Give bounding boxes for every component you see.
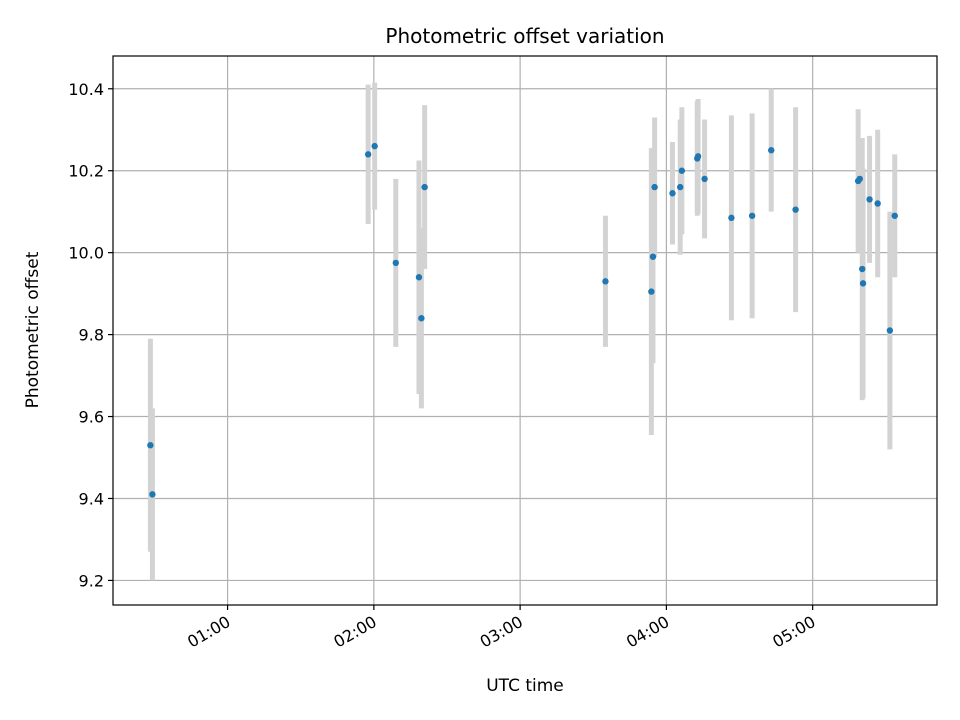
data-point: [886, 327, 894, 334]
data-point: [415, 274, 423, 281]
data-point: [602, 278, 609, 285]
data-point: [856, 175, 864, 183]
data-point: [651, 183, 658, 191]
y-tick-label: 10.4: [68, 80, 104, 99]
data-point: [728, 214, 735, 222]
y-tick-label: 9.6: [79, 408, 104, 427]
data-point: [648, 288, 655, 295]
data-point: [649, 253, 657, 260]
grid-lines: [113, 56, 937, 605]
data-point: [418, 315, 425, 322]
y-tick-label: 9.8: [79, 326, 104, 345]
x-axis-label: UTC time: [486, 676, 564, 696]
chart-title: Photometric offset variation: [385, 24, 664, 48]
y-tick-label: 10.0: [68, 244, 104, 263]
data-point: [891, 212, 898, 219]
data-point: [694, 153, 702, 160]
data-point: [748, 212, 756, 219]
data-point: [866, 196, 873, 203]
data-point: [677, 183, 684, 191]
data-point: [678, 167, 686, 174]
data-points: [147, 142, 898, 498]
plot-frame: [112, 55, 938, 606]
data-point: [371, 142, 378, 150]
data-point: [392, 259, 399, 267]
x-axis-ticks: 01:00 02:00 03:00 04:00 05:00: [184, 605, 819, 652]
y-axis-ticks: 9.2 9.4 9.6 9.8 10.0 10.2 10.4: [68, 80, 113, 590]
data-point: [364, 151, 372, 158]
y-tick-label: 9.4: [79, 489, 104, 508]
data-point: [792, 206, 799, 213]
data-point: [859, 280, 867, 287]
data-point: [859, 265, 866, 273]
data-point: [669, 190, 676, 197]
data-point: [147, 442, 154, 449]
y-axis-label: Photometric offset: [23, 251, 43, 408]
data-point: [701, 175, 708, 183]
y-tick-label: 9.2: [79, 571, 104, 590]
data-point: [149, 491, 156, 498]
y-tick-label: 10.2: [68, 162, 104, 181]
data-point: [421, 183, 428, 191]
data-point: [874, 200, 881, 207]
data-point: [768, 147, 775, 154]
